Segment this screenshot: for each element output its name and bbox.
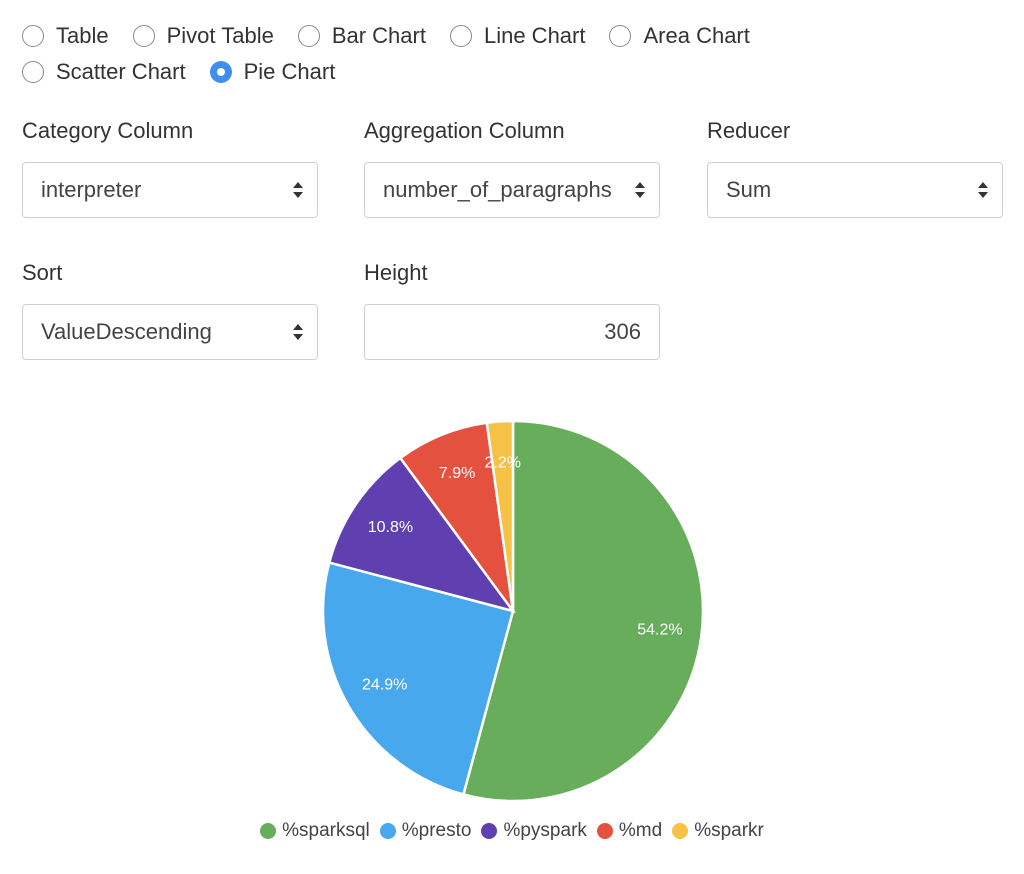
category-column-label: Category Column (22, 118, 194, 143)
radio-circle[interactable] (22, 61, 44, 83)
radio-scatter-chart[interactable]: Scatter Chart (22, 59, 186, 85)
pie-slice-presto[interactable] (321, 561, 515, 796)
legend-item-sparkr[interactable]: %sparkr (672, 820, 764, 842)
pie-slice-md[interactable] (398, 421, 515, 612)
reducer-field: Reducer Sum (707, 116, 1003, 218)
pie-label-presto: 24.9% (362, 676, 407, 693)
legend-dot-icon (481, 823, 498, 839)
legend-item-md[interactable]: %md (596, 820, 663, 842)
viz-type-row-1: Table Pivot Table Bar Chart Line Chart A… (22, 18, 1022, 54)
category-column-select[interactable]: interpreter (22, 162, 318, 218)
radio-circle[interactable] (449, 25, 472, 47)
reducer-select[interactable]: Sum (707, 162, 1003, 218)
height-field: Height 306 (364, 258, 660, 360)
category-column-field: Category Column interpreter (22, 116, 318, 218)
radio-circle[interactable] (132, 25, 155, 47)
radio-label: Line Chart (483, 23, 586, 48)
height-input[interactable]: 306 (364, 304, 660, 360)
aggregation-column-label: Aggregation Column (364, 118, 565, 143)
legend-label: %sparksql (282, 820, 370, 841)
select-arrows-icon (633, 180, 647, 200)
select-arrows-icon (291, 180, 305, 200)
pie-label-pyspark: 10.8% (368, 519, 413, 536)
legend-dot-icon (672, 823, 689, 839)
radio-label: Table (56, 23, 109, 48)
legend-dot-icon (379, 823, 396, 839)
height-value: 306 (604, 319, 641, 344)
radio-label: Pie Chart (243, 59, 336, 84)
sort-value: ValueDescending (41, 319, 212, 344)
radio-table[interactable]: Table (22, 23, 109, 49)
select-arrows-icon (291, 322, 305, 342)
radio-pie-chart[interactable]: Pie Chart (209, 59, 336, 85)
height-label: Height (364, 260, 428, 285)
aggregation-column-select[interactable]: number_of_paragraphs (364, 162, 660, 218)
radio-label: Pivot Table (166, 23, 274, 48)
select-arrows-icon (976, 180, 990, 200)
radio-label: Scatter Chart (56, 59, 186, 84)
radio-pivot-table[interactable]: Pivot Table (132, 23, 274, 49)
aggregation-column-field: Aggregation Column number_of_paragraphs (364, 116, 660, 218)
radio-circle[interactable] (297, 25, 320, 47)
legend-dot-icon (260, 823, 277, 839)
sort-label: Sort (22, 260, 63, 285)
radio-circle[interactable] (209, 61, 232, 83)
category-column-value: interpreter (41, 177, 142, 202)
legend-label: %md (618, 820, 663, 841)
pie-slice-sparkr[interactable] (485, 419, 515, 612)
pie-label-sparksql: 54.2% (637, 622, 682, 639)
pie-label-md: 7.9% (439, 465, 475, 482)
legend-label: %pyspark (503, 820, 587, 841)
pie-slice-pyspark[interactable] (327, 456, 517, 614)
reducer-label: Reducer (707, 118, 791, 143)
pie-chart: 54.2% 24.9% 10.8% 7.9% 2.2% (321, 419, 705, 803)
sort-select[interactable]: ValueDescending (22, 304, 318, 360)
aggregation-column-value: number_of_paragraphs (383, 177, 612, 202)
legend-item-pyspark[interactable]: %pyspark (481, 820, 587, 842)
radio-label: Bar Chart (331, 23, 426, 48)
legend-item-presto[interactable]: %presto (379, 820, 472, 842)
chart-legend: %sparksql %presto %pyspark %md %sparkr (0, 820, 1024, 842)
pie-slice-sparksql[interactable] (461, 419, 705, 803)
legend-label: %presto (401, 820, 472, 841)
sort-field: Sort ValueDescending (22, 258, 318, 360)
reducer-value: Sum (726, 177, 772, 202)
legend-label: %sparkr (694, 820, 764, 841)
radio-circle[interactable] (22, 25, 44, 47)
pie-label-sparkr: 2.2% (485, 454, 521, 471)
radio-circle[interactable] (609, 25, 632, 47)
radio-label: Area Chart (643, 23, 750, 48)
legend-dot-icon (596, 823, 613, 839)
radio-line-chart[interactable]: Line Chart (449, 23, 586, 49)
viz-type-row-2: Scatter Chart Pie Chart (22, 54, 1022, 90)
legend-item-sparksql[interactable]: %sparksql (260, 820, 370, 842)
viz-type-selector: Table Pivot Table Bar Chart Line Chart A… (22, 18, 1022, 90)
radio-area-chart[interactable]: Area Chart (609, 23, 750, 49)
radio-bar-chart[interactable]: Bar Chart (297, 23, 426, 49)
